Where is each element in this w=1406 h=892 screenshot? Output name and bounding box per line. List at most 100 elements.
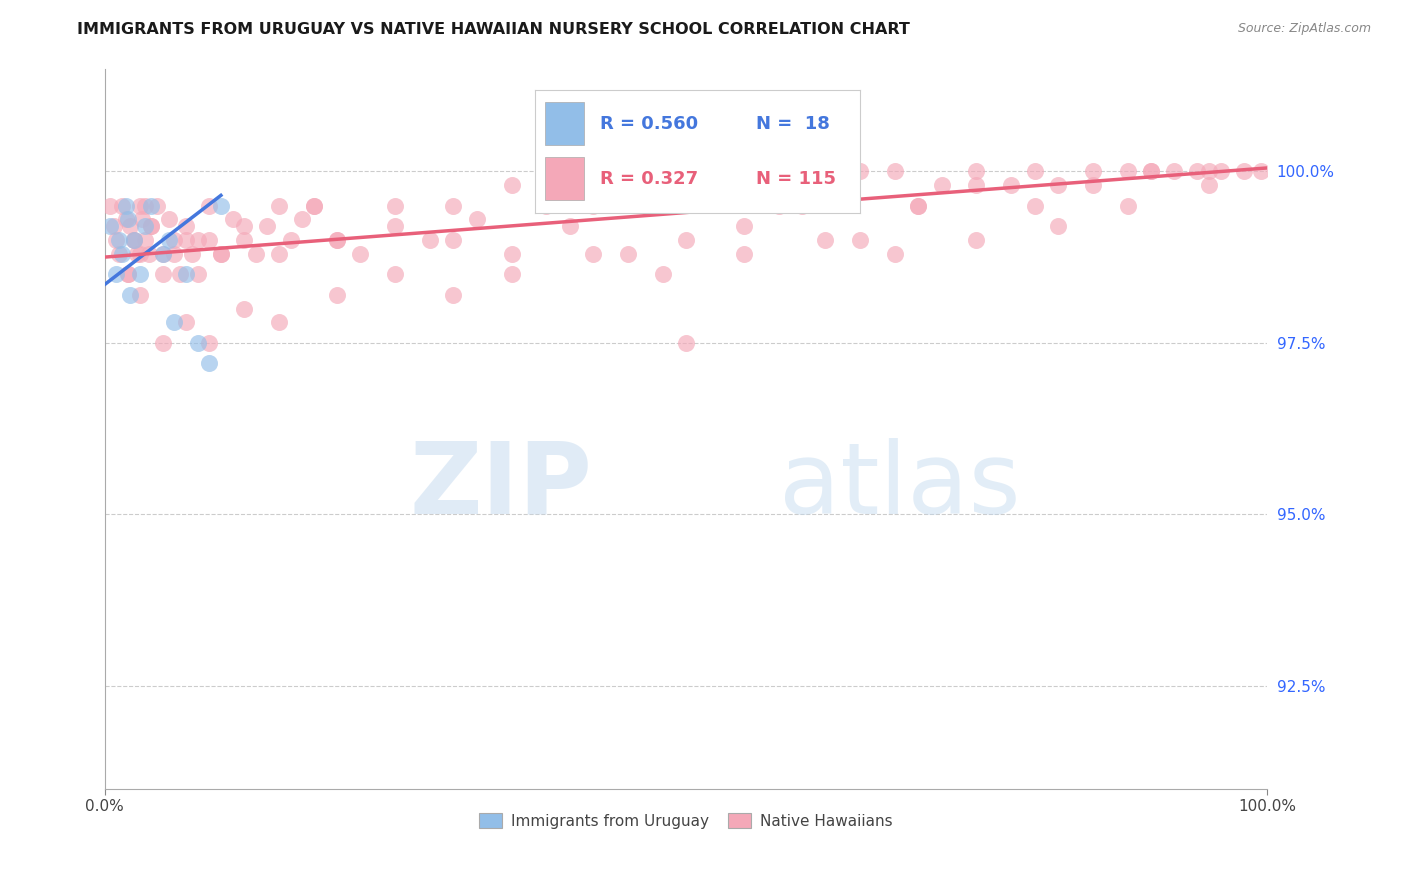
Point bbox=[187, 233, 209, 247]
Point bbox=[111, 246, 134, 260]
Point bbox=[131, 212, 153, 227]
Point bbox=[907, 199, 929, 213]
Point bbox=[441, 199, 464, 213]
Point bbox=[114, 212, 136, 227]
Point bbox=[465, 212, 488, 227]
Point bbox=[233, 219, 256, 234]
Point bbox=[501, 267, 523, 281]
Point bbox=[107, 233, 129, 247]
Point bbox=[169, 267, 191, 281]
Point bbox=[280, 233, 302, 247]
Point bbox=[501, 246, 523, 260]
Point bbox=[536, 199, 558, 213]
Point bbox=[384, 267, 406, 281]
Point bbox=[1139, 164, 1161, 178]
Point bbox=[419, 233, 441, 247]
Text: ZIP: ZIP bbox=[411, 438, 593, 534]
Point bbox=[174, 233, 197, 247]
Point bbox=[558, 178, 581, 193]
Point bbox=[127, 246, 149, 260]
Point bbox=[384, 199, 406, 213]
Point bbox=[302, 199, 325, 213]
Point bbox=[174, 315, 197, 329]
Point bbox=[1046, 219, 1069, 234]
Point bbox=[209, 199, 232, 213]
Point bbox=[326, 233, 349, 247]
Point bbox=[441, 288, 464, 302]
Point bbox=[558, 219, 581, 234]
Point bbox=[128, 246, 150, 260]
Point bbox=[245, 246, 267, 260]
Text: atlas: atlas bbox=[779, 438, 1021, 534]
Point bbox=[122, 233, 145, 247]
Point bbox=[105, 233, 128, 247]
Point bbox=[1198, 178, 1220, 193]
Point bbox=[128, 288, 150, 302]
Point bbox=[138, 246, 160, 260]
Point bbox=[157, 233, 180, 247]
Point bbox=[157, 212, 180, 227]
Point bbox=[1139, 164, 1161, 178]
Point bbox=[1081, 164, 1104, 178]
Point bbox=[616, 178, 638, 193]
Point bbox=[790, 199, 813, 213]
Point bbox=[1046, 178, 1069, 193]
Point bbox=[100, 219, 122, 234]
Point bbox=[733, 178, 755, 193]
Point bbox=[128, 267, 150, 281]
Point bbox=[790, 178, 813, 193]
Point bbox=[174, 219, 197, 234]
Point bbox=[582, 199, 605, 213]
Point bbox=[849, 233, 872, 247]
Text: Source: ZipAtlas.com: Source: ZipAtlas.com bbox=[1237, 22, 1371, 36]
Point bbox=[1187, 164, 1209, 178]
Point bbox=[616, 246, 638, 260]
Point bbox=[733, 246, 755, 260]
Point bbox=[141, 199, 163, 213]
Point bbox=[384, 219, 406, 234]
Point bbox=[267, 199, 290, 213]
Point bbox=[1116, 199, 1139, 213]
Point bbox=[1233, 164, 1256, 178]
Point bbox=[117, 212, 139, 227]
Point bbox=[187, 335, 209, 350]
Point bbox=[267, 315, 290, 329]
Point bbox=[1198, 164, 1220, 178]
Point bbox=[187, 267, 209, 281]
Point bbox=[209, 246, 232, 260]
Point bbox=[326, 288, 349, 302]
Point bbox=[198, 199, 221, 213]
Point bbox=[501, 178, 523, 193]
Point bbox=[733, 219, 755, 234]
Point bbox=[1250, 164, 1272, 178]
Point bbox=[198, 335, 221, 350]
Point bbox=[233, 301, 256, 316]
Point bbox=[100, 199, 122, 213]
Point bbox=[931, 178, 953, 193]
Point bbox=[233, 233, 256, 247]
Point bbox=[122, 233, 145, 247]
Point bbox=[134, 219, 156, 234]
Legend: Immigrants from Uruguay, Native Hawaiians: Immigrants from Uruguay, Native Hawaiian… bbox=[474, 806, 898, 835]
Point bbox=[152, 267, 174, 281]
Point bbox=[814, 233, 837, 247]
Point bbox=[180, 246, 202, 260]
Point bbox=[651, 199, 673, 213]
Text: IMMIGRANTS FROM URUGUAY VS NATIVE HAWAIIAN NURSERY SCHOOL CORRELATION CHART: IMMIGRANTS FROM URUGUAY VS NATIVE HAWAII… bbox=[77, 22, 910, 37]
Point bbox=[675, 335, 697, 350]
Point bbox=[907, 199, 929, 213]
Point bbox=[198, 233, 221, 247]
Point bbox=[114, 199, 136, 213]
Point bbox=[134, 199, 156, 213]
Point bbox=[884, 164, 907, 178]
Point bbox=[849, 164, 872, 178]
Point bbox=[107, 246, 129, 260]
Point bbox=[134, 233, 156, 247]
Point bbox=[302, 199, 325, 213]
Point bbox=[768, 199, 790, 213]
Point bbox=[111, 199, 134, 213]
Point bbox=[965, 178, 987, 193]
Point bbox=[267, 246, 290, 260]
Point bbox=[163, 315, 186, 329]
Point bbox=[441, 233, 464, 247]
